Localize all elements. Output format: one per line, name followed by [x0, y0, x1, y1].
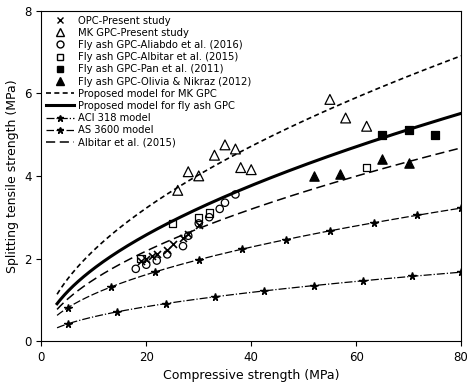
Point — [169, 241, 176, 247]
Y-axis label: Splitting tensile strength (MPa): Splitting tensile strength (MPa) — [6, 79, 18, 273]
Point — [164, 251, 171, 258]
Point — [174, 187, 182, 194]
Point — [169, 220, 176, 227]
Point — [310, 173, 318, 179]
Point — [210, 152, 218, 158]
Point — [195, 173, 202, 179]
Point — [405, 127, 412, 133]
Point — [148, 253, 155, 260]
Point — [221, 142, 229, 148]
Point — [195, 214, 202, 220]
Point — [153, 258, 161, 264]
Point — [379, 156, 386, 163]
Point — [184, 233, 192, 239]
Point — [143, 255, 150, 262]
Legend: OPC-Present study, MK GPC-Present study, Fly ash GPC-Aliabdo et al. (2016), Fly : OPC-Present study, MK GPC-Present study,… — [45, 14, 254, 149]
Point — [216, 206, 224, 212]
Point — [179, 235, 187, 241]
Point — [137, 255, 145, 262]
X-axis label: Compressive strength (MPa): Compressive strength (MPa) — [163, 369, 339, 383]
Point — [431, 132, 438, 138]
Point — [221, 199, 229, 206]
Point — [137, 258, 145, 264]
Point — [363, 165, 370, 171]
Point — [195, 220, 202, 227]
Point — [132, 266, 139, 272]
Point — [179, 243, 187, 249]
Point — [232, 191, 239, 197]
Point — [205, 210, 213, 216]
Point — [363, 123, 370, 129]
Point — [342, 115, 349, 121]
Point — [237, 165, 245, 171]
Point — [205, 214, 213, 220]
Point — [232, 146, 239, 152]
Point — [247, 166, 255, 173]
Point — [337, 171, 344, 177]
Point — [195, 222, 202, 229]
Point — [379, 132, 386, 138]
Point — [164, 247, 171, 253]
Point — [143, 262, 150, 268]
Point — [184, 230, 192, 237]
Point — [184, 169, 192, 175]
Point — [326, 96, 334, 102]
Point — [153, 251, 161, 258]
Point — [405, 160, 412, 166]
